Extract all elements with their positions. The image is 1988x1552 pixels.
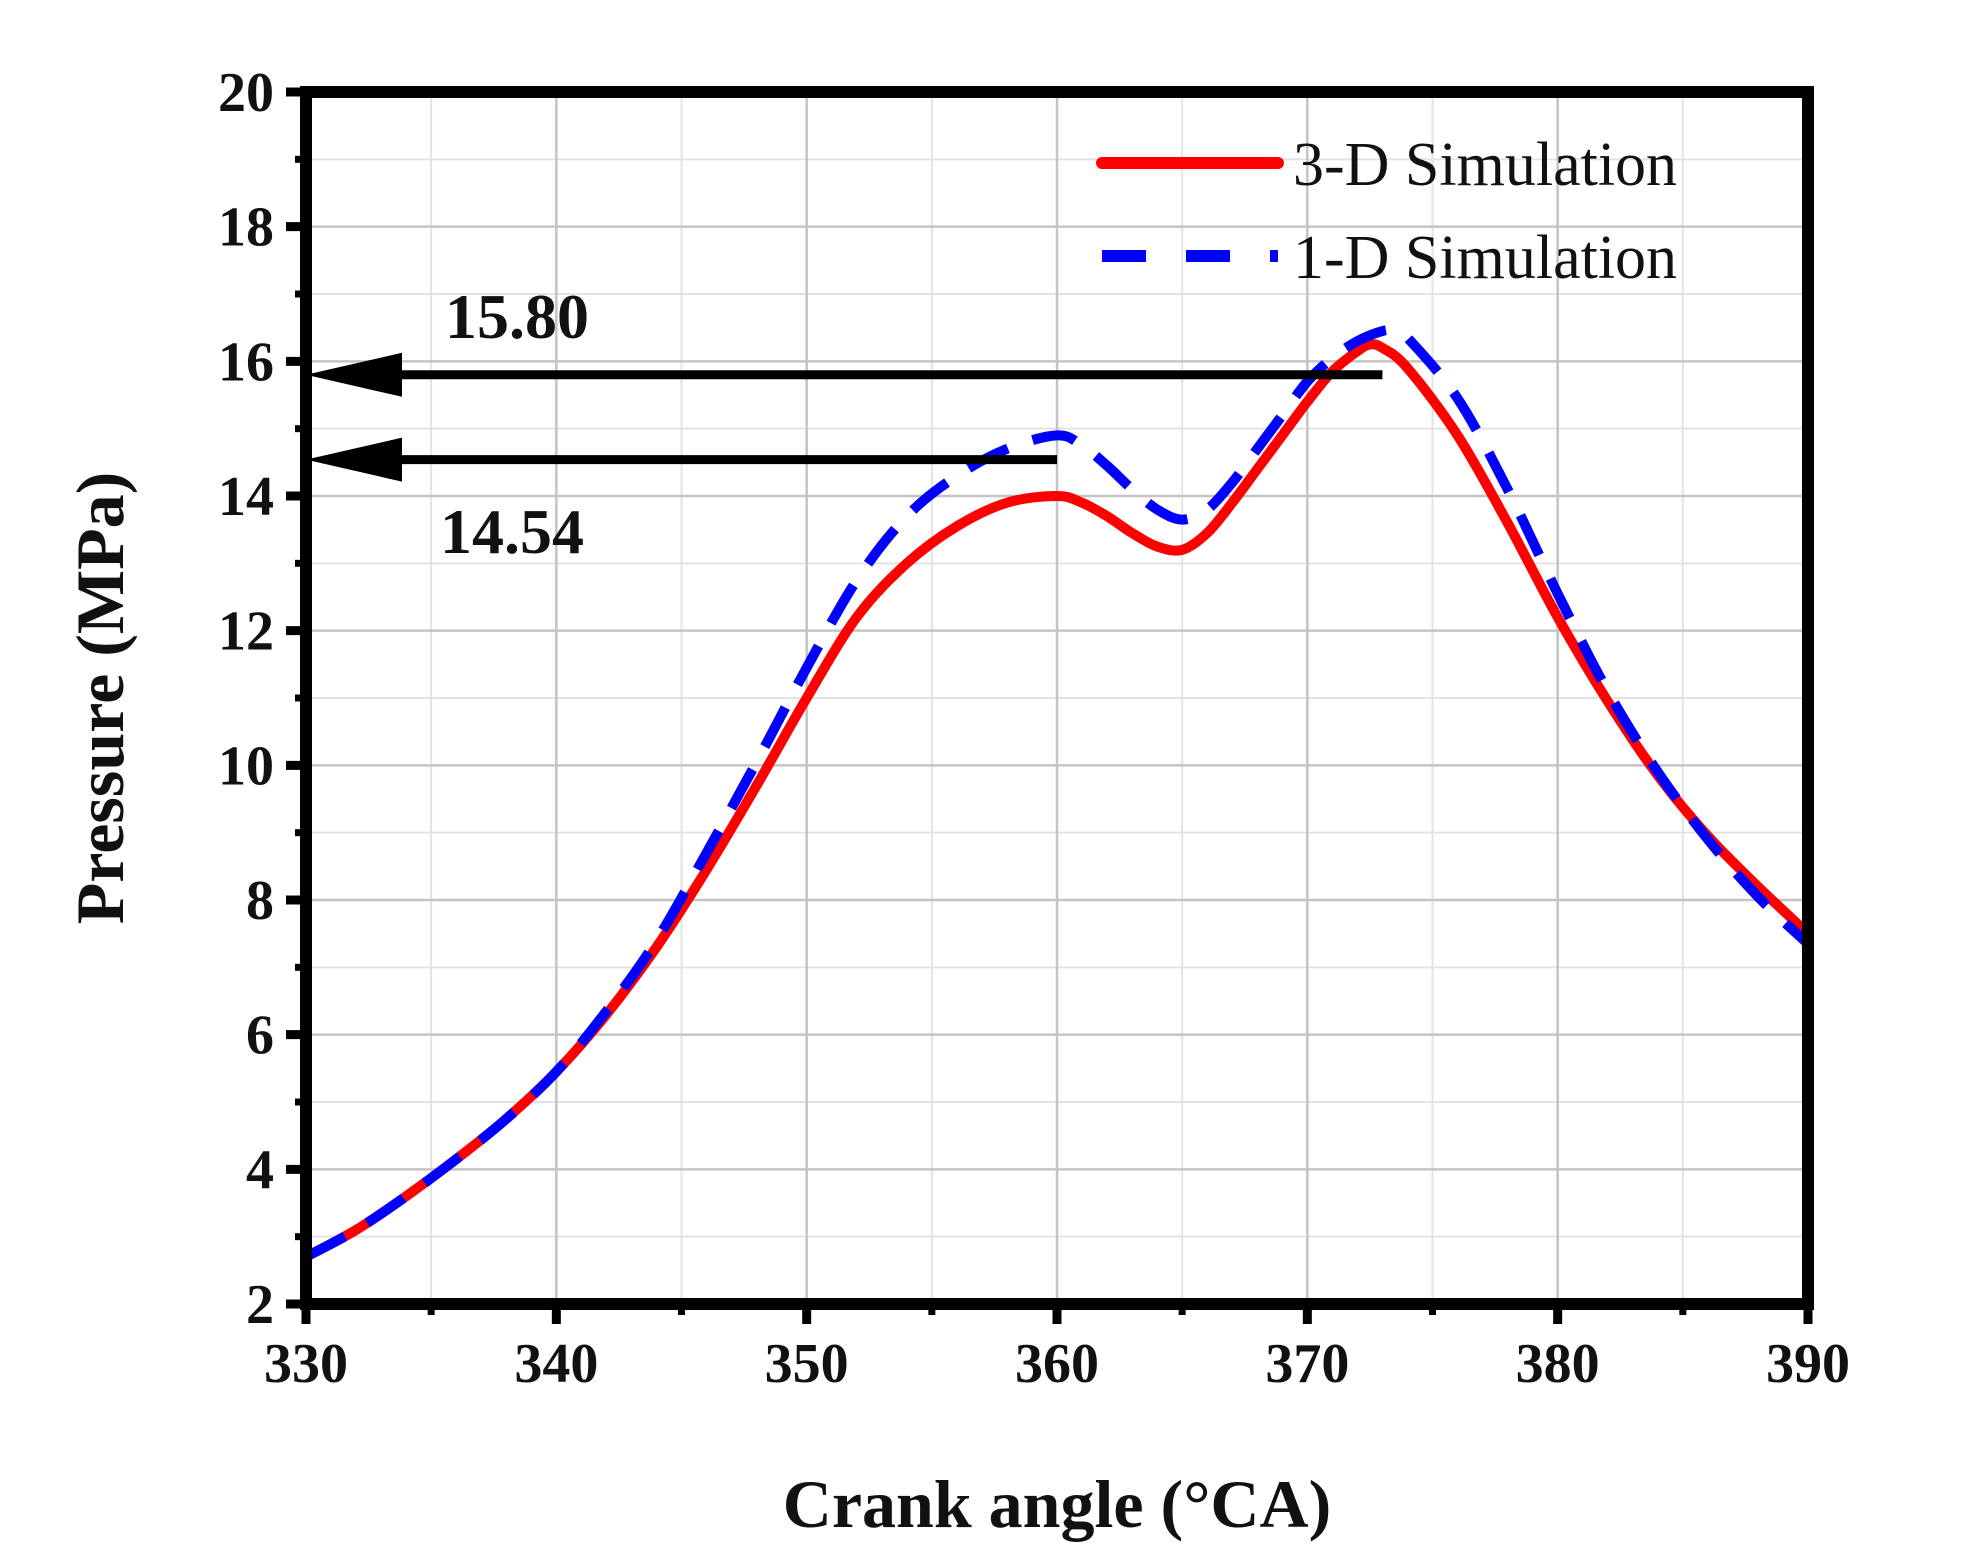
annotation-arrow-peak-1d-head — [306, 437, 402, 482]
legend-label-3d: 3-D Simulation — [1293, 131, 1677, 199]
legend-label-1d: 1-D Simulation — [1293, 224, 1677, 292]
y-tick-label: 16 — [218, 331, 274, 393]
annotation-arrow-peak-3d-head — [306, 352, 402, 397]
y-tick-label: 20 — [218, 62, 274, 124]
series-layer — [306, 324, 1808, 1262]
x-tick-label: 380 — [1516, 1333, 1600, 1395]
tick-label-layer: 330 340 350 360 370 380 390 2 4 6 8 10 12 14 16 18 20 — [218, 62, 1850, 1395]
y-tick-label: 2 — [246, 1274, 274, 1336]
series-1d-line — [306, 324, 1808, 1262]
annotation-layer — [306, 352, 1383, 482]
x-tick-label: 350 — [765, 1333, 849, 1395]
annotation-label-peak-3d: 15.80 — [445, 281, 589, 352]
y-tick-label: 6 — [246, 1005, 274, 1067]
tick-layer — [286, 87, 1813, 1324]
annotation-label-peak-1d: 14.54 — [440, 496, 584, 567]
x-tick-label: 390 — [1766, 1333, 1850, 1395]
y-tick-label: 12 — [218, 601, 274, 663]
x-tick-label: 340 — [514, 1333, 598, 1395]
y-tick-label: 18 — [218, 197, 274, 259]
x-tick-label: 370 — [1265, 1333, 1349, 1395]
x-tick-label: 360 — [1015, 1333, 1099, 1395]
legend: 3-D Simulation 1-D Simulation — [1096, 131, 1677, 292]
y-tick-label: 14 — [218, 466, 274, 528]
x-axis-title: Crank angle (°CA) — [783, 1466, 1332, 1542]
y-tick-label: 10 — [218, 735, 274, 797]
y-tick-label: 4 — [246, 1139, 274, 1201]
y-tick-label: 8 — [246, 870, 274, 932]
y-axis-title: Pressure (MPa) — [62, 472, 138, 925]
x-tick-label: 330 — [264, 1333, 348, 1395]
